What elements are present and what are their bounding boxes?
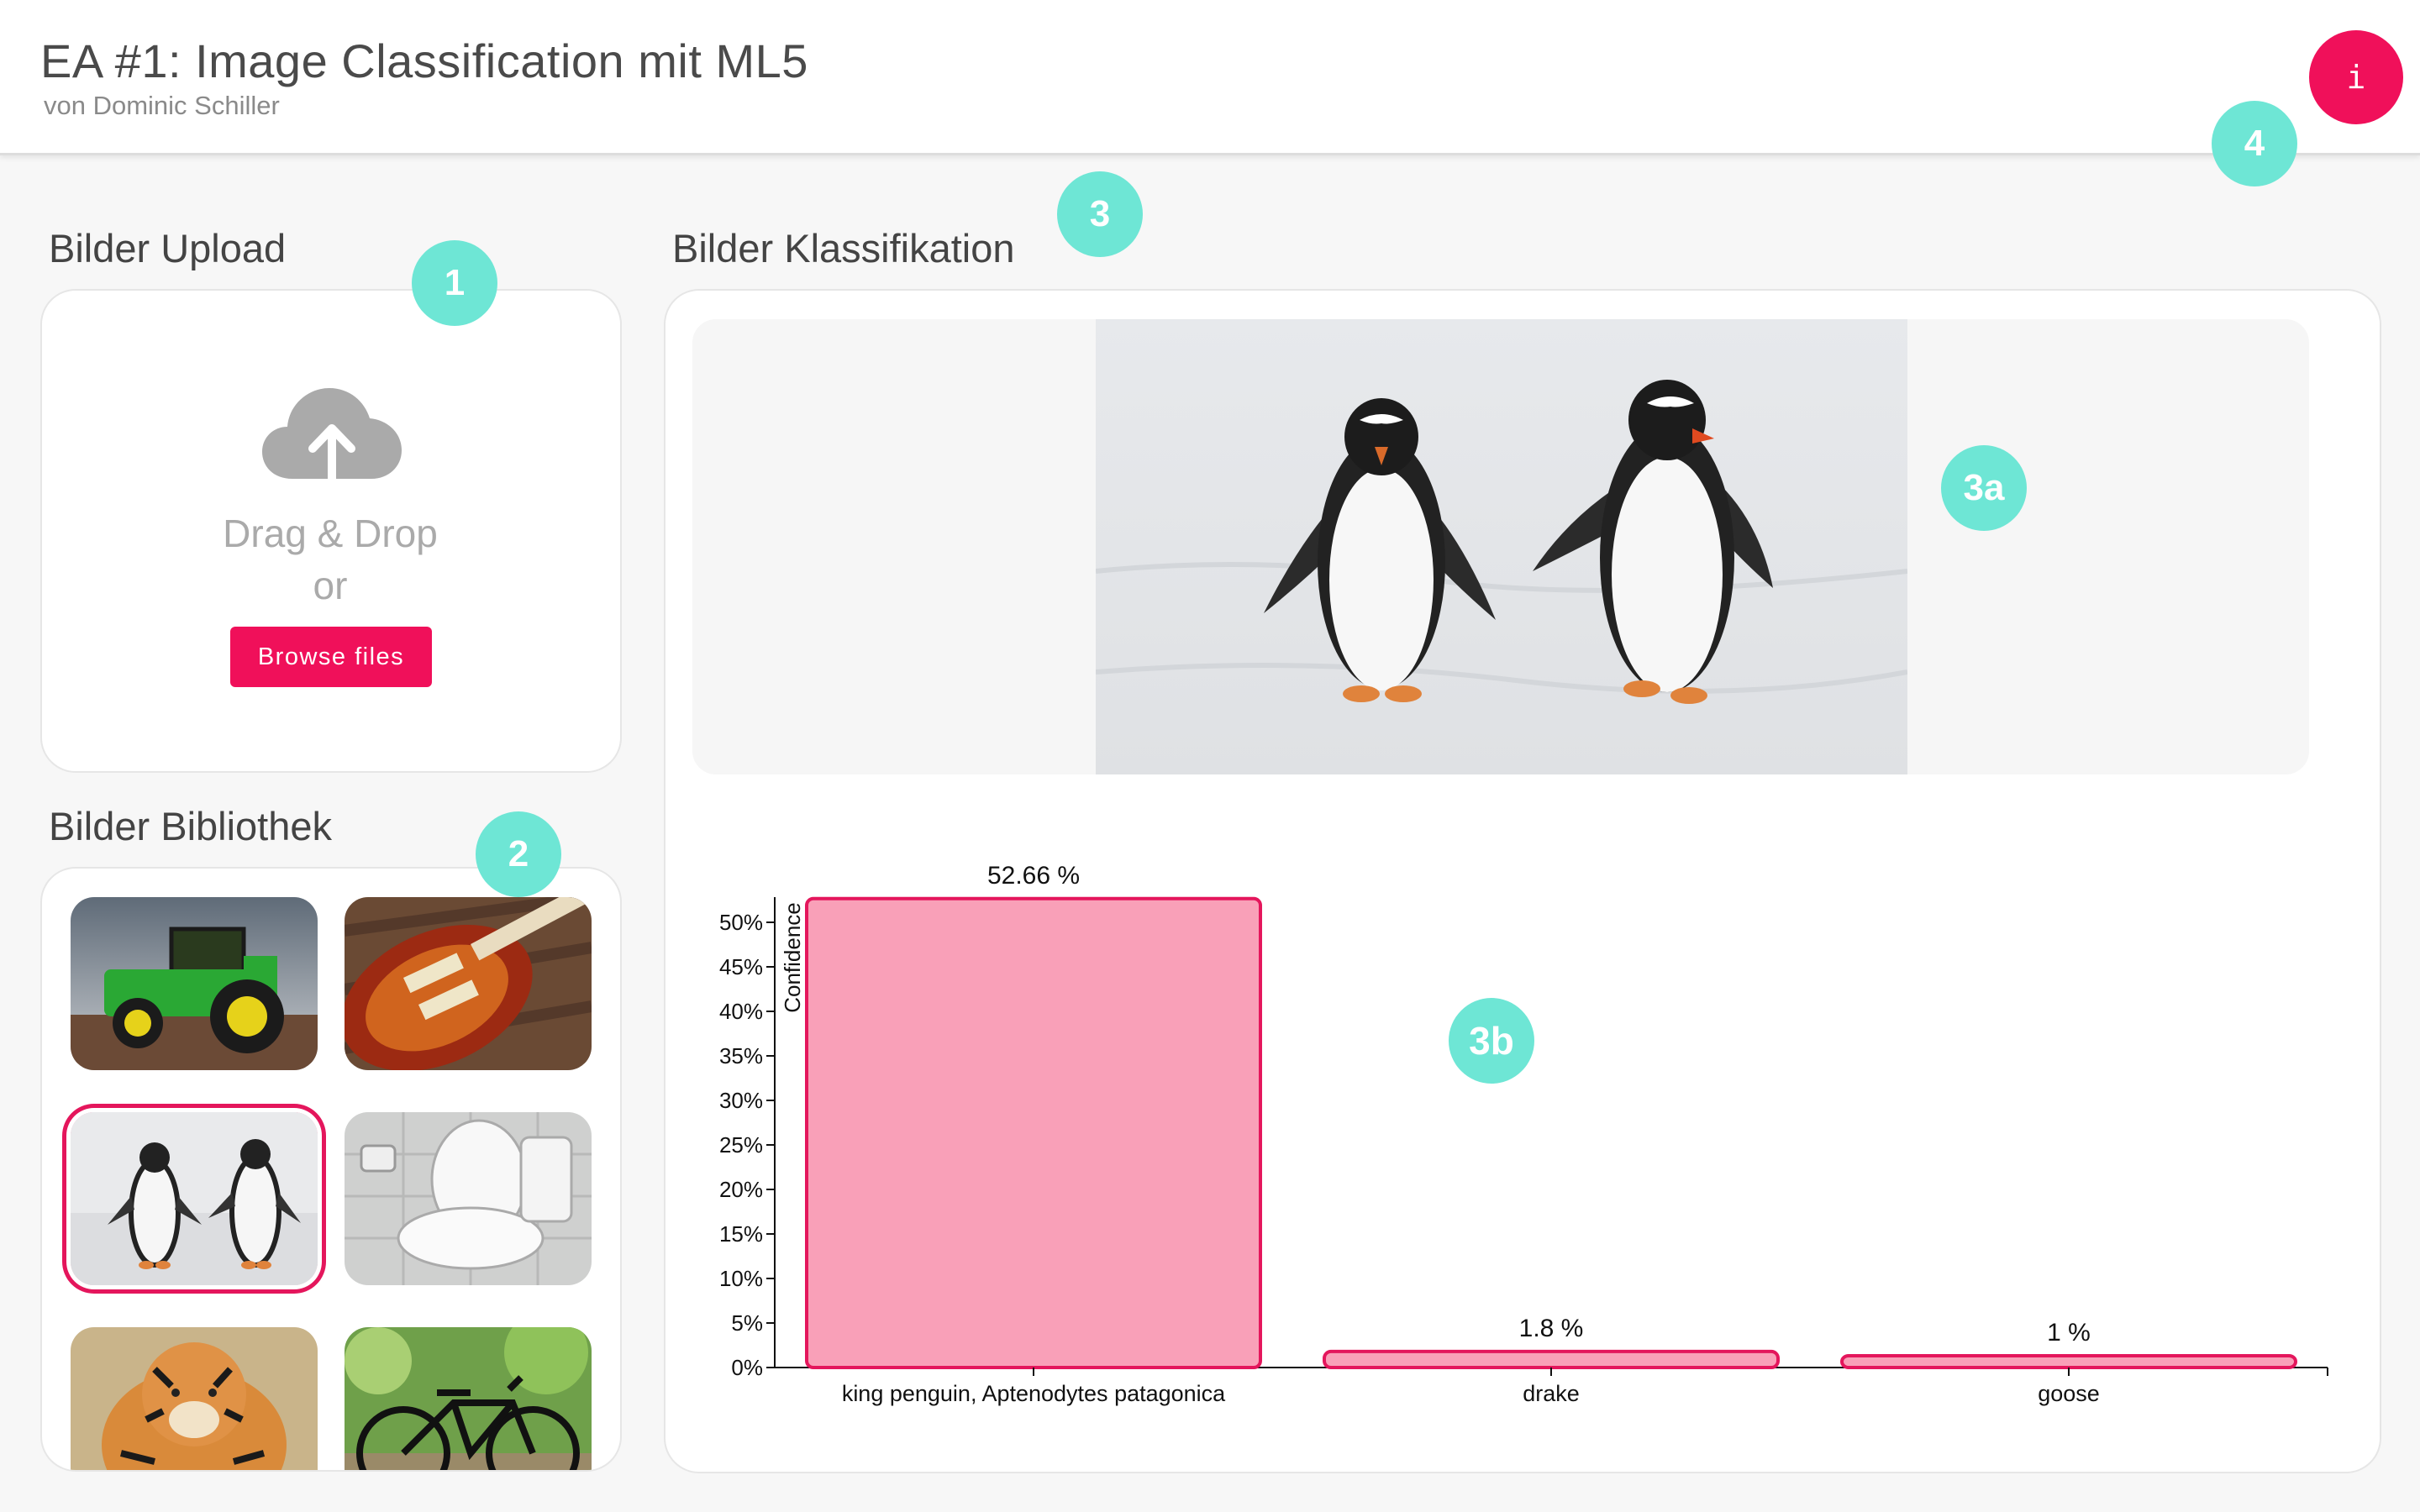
classification-section-title: Bilder Klassifikation — [672, 226, 1015, 270]
y-tick-label: 30% — [719, 1088, 763, 1113]
y-tick-label: 0% — [731, 1355, 763, 1380]
cloud-upload-icon — [262, 388, 402, 490]
app-subtitle: von Dominic Schiller — [44, 91, 280, 120]
drop-text: Drag & Drop — [223, 512, 438, 555]
upload-dropzone[interactable] — [40, 289, 622, 773]
marker-2: 2 — [476, 811, 561, 897]
app-header: EA #1: Image Classification mit ML5 von … — [0, 0, 2420, 155]
bar — [1323, 1349, 1780, 1369]
thumbnail-penguins[interactable] — [71, 1112, 318, 1285]
x-tick-label: king penguin, Aptenodytes patagonica — [842, 1381, 1226, 1406]
x-tick-label: drake — [1523, 1381, 1580, 1406]
y-tick-label: 50% — [719, 910, 763, 935]
y-tick-label: 10% — [719, 1266, 763, 1291]
bar-value-label: 1.8 % — [1519, 1315, 1584, 1342]
y-tick-label: 15% — [719, 1221, 763, 1247]
thumbnail-toilet[interactable] — [345, 1112, 592, 1285]
thumbnail-bicycle[interactable] — [345, 1327, 592, 1470]
info-button[interactable]: i — [2309, 30, 2403, 124]
y-tick-label: 25% — [719, 1132, 763, 1158]
marker-3: 3 — [1057, 171, 1143, 257]
y-tick-label: 40% — [719, 999, 763, 1024]
upload-section-title: Bilder Upload — [49, 226, 287, 270]
y-tick-label: 20% — [719, 1177, 763, 1202]
confidence-bar-chart: 0% 5% 10% 15% 20% 25% 30% 35% 40% 45% 50% Confidenc… — [719, 862, 2328, 1406]
app-title: EA #1: Image Classification mit ML5 — [40, 34, 808, 87]
y-axis-label: Confidence — [780, 902, 805, 1013]
x-tick-label: goose — [2038, 1381, 2100, 1406]
y-tick-label: 5% — [731, 1310, 763, 1336]
drop-or-text: or — [313, 564, 348, 607]
bar — [1840, 1354, 2297, 1369]
browse-files-button[interactable]: Browse files — [230, 627, 432, 687]
marker-4: 4 — [2212, 101, 2297, 186]
preview-image — [1096, 319, 1907, 774]
library-panel — [40, 867, 622, 1472]
y-tick-label: 45% — [719, 954, 763, 979]
thumbnail-tiger[interactable] — [71, 1327, 318, 1470]
thumbnail-guitar[interactable] — [345, 897, 592, 1070]
bar — [805, 896, 1262, 1369]
library-section-title: Bilder Bibliothek — [49, 804, 333, 848]
marker-1: 1 — [412, 240, 497, 326]
marker-3b: 3b — [1449, 998, 1534, 1084]
thumbnail-tractor[interactable] — [71, 897, 318, 1070]
bar-value-label: 52.66 % — [987, 862, 1080, 890]
bar-value-label: 1 % — [2047, 1319, 2091, 1347]
marker-3a: 3a — [1941, 445, 2027, 531]
y-tick-label: 35% — [719, 1043, 763, 1068]
